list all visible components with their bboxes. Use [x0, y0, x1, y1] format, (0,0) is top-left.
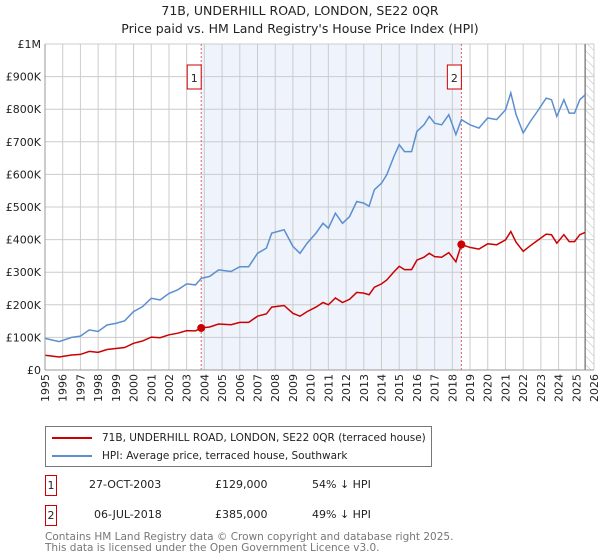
x-tick-label: 1998 [92, 374, 105, 402]
x-tick-label: 2020 [482, 374, 495, 402]
footer: Contains HM Land Registry data © Crown c… [45, 532, 453, 554]
x-tick-label: 2011 [322, 374, 335, 402]
sale-row: 1 27-OCT-2003 £129,000 54% ↓ HPI [45, 475, 445, 497]
x-tick-label: 1995 [39, 374, 52, 402]
x-tick-label: 2019 [464, 374, 477, 402]
x-tick-label: 2015 [393, 374, 406, 402]
y-tick-label: £900K [6, 71, 42, 84]
x-tick-label: 2013 [358, 374, 371, 402]
x-tick-label: 1999 [110, 374, 123, 402]
sale-label: 1 [191, 72, 198, 85]
x-tick-label: 2008 [269, 374, 282, 402]
x-tick-label: 2002 [163, 374, 176, 402]
x-tick-label: 2016 [411, 374, 424, 402]
y-tick-label: £400K [6, 234, 42, 247]
x-tick-label: 2003 [181, 374, 194, 402]
price-paid-line [44, 229, 586, 358]
footer-licence: This data is licensed under the Open Gov… [45, 542, 380, 554]
x-tick-label: 2000 [128, 374, 141, 402]
sale-price: £385,000 [215, 508, 268, 521]
sale-label-box [446, 64, 462, 90]
x-tick-label: 2021 [499, 374, 512, 402]
sale-hpi-diff: 49% ↓ HPI [312, 508, 371, 521]
y-tick-label: £1M [18, 38, 42, 51]
y-tick-label: £800K [6, 103, 42, 116]
x-tick-label: 2022 [517, 374, 530, 402]
x-tick-label: 2018 [446, 374, 459, 402]
legend-item-hpi: HPI: Average price, terraced house, Sout… [52, 448, 347, 464]
x-tick-label: 2025 [570, 374, 583, 402]
sale-date: 27-OCT-2003 [89, 478, 162, 491]
sale-date: 06-JUL-2018 [94, 508, 162, 521]
sale-badge: 2 [45, 505, 57, 526]
legend: 71B, UNDERHILL ROAD, LONDON, SE22 0QR (t… [45, 426, 432, 467]
sale-hpi-diff: 54% ↓ HPI [312, 478, 371, 491]
x-tick-label: 1996 [57, 374, 70, 402]
legend-item-property: 71B, UNDERHILL ROAD, LONDON, SE22 0QR (t… [52, 430, 426, 446]
legend-label: 71B, UNDERHILL ROAD, LONDON, SE22 0QR (t… [102, 432, 426, 444]
legend-label: HPI: Average price, terraced house, Sout… [102, 450, 348, 462]
sale-label-box [186, 64, 202, 90]
y-tick-label: £500K [6, 201, 42, 214]
sale-point [457, 240, 466, 249]
hpi-line [44, 90, 586, 343]
y-tick-label: £0 [27, 364, 41, 377]
x-tick-label: 2009 [287, 374, 300, 402]
x-tick-label: 2014 [375, 374, 388, 402]
x-tick-label: 2006 [234, 374, 247, 402]
sale-row: 2 06-JUL-2018 £385,000 49% ↓ HPI [45, 505, 445, 527]
x-tick-label: 2012 [340, 374, 353, 402]
y-tick-label: £200K [6, 299, 42, 312]
y-tick-label: £600K [6, 168, 42, 181]
x-tick-label: 2001 [145, 374, 158, 402]
x-tick-label: 2023 [535, 374, 548, 402]
x-tick-label: 2026 [588, 374, 600, 402]
x-tick-label: 2017 [429, 374, 442, 402]
footer-copyright: Contains HM Land Registry data © Crown c… [45, 531, 454, 543]
x-tick-label: 1997 [74, 374, 87, 402]
price-chart: 1995 1996 1997 1998 1999 2000 2001 2002 2003 2004… [6, 38, 600, 402]
chart-subtitle: Price paid vs. HM Land Registry's House … [121, 21, 479, 36]
x-tick-label: 2007 [252, 374, 265, 402]
y-tick-label: £700K [6, 136, 42, 149]
sale-label: 2 [451, 72, 458, 85]
sale-point [197, 323, 206, 332]
x-tick-label: 2004 [198, 374, 211, 402]
chart-title: 71B, UNDERHILL ROAD, LONDON, SE22 0QR [161, 3, 439, 18]
x-tick-label: 2005 [216, 374, 229, 402]
x-tick-label: 2010 [305, 374, 318, 402]
sale-price: £129,000 [215, 478, 268, 491]
x-tick-label: 2024 [553, 374, 566, 402]
sale-badge: 1 [45, 475, 57, 496]
legend-swatch-red [52, 437, 92, 439]
legend-swatch-blue [52, 455, 92, 457]
y-tick-label: £100K [6, 331, 42, 344]
y-tick-label: £300K [6, 266, 42, 279]
